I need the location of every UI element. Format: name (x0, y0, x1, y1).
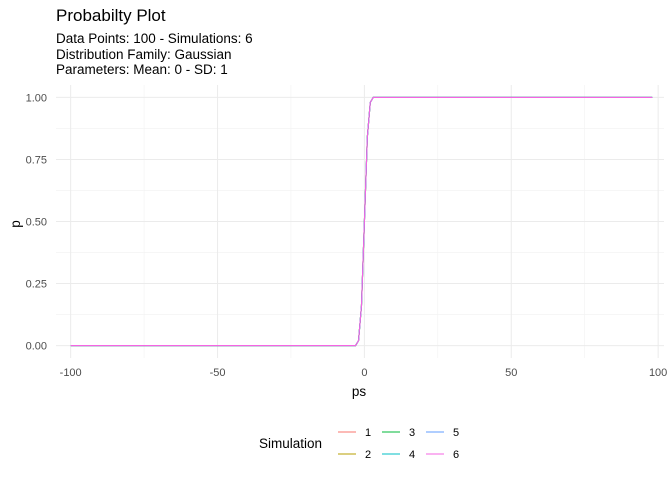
y-axis-title: p (8, 220, 23, 228)
legend-label-6: 6 (453, 449, 459, 461)
y-tick-label: 0.50 (26, 217, 47, 229)
chart-subtitles: Data Points: 100 - Simulations: 6 Distri… (56, 31, 253, 78)
legend-title: Simulation (259, 436, 322, 451)
y-tick-label: 1.00 (26, 92, 47, 104)
legend: Simulation 1 2 3 4 5 6 (259, 427, 459, 461)
chart-title: Probabilty Plot (56, 6, 166, 25)
legend-label-3: 3 (409, 427, 415, 439)
subtitle-line-2: Distribution Family: Gaussian (56, 46, 232, 62)
x-tick-label: 50 (505, 367, 517, 379)
y-tick-labels: 0.00 0.25 0.50 0.75 1.00 (26, 92, 47, 352)
x-tick-labels: -100 -50 0 50 100 (60, 367, 668, 379)
subtitle-line-3: Parameters: Mean: 0 - SD: 1 (56, 62, 228, 77)
legend-label-5: 5 (453, 427, 459, 439)
y-tick-label: 0.25 (26, 279, 47, 291)
series-lines (70, 96, 653, 347)
legend-label-2: 2 (365, 449, 371, 461)
series-line-6 (70, 96, 653, 347)
y-tick-label: 0.75 (26, 154, 47, 166)
x-tick-label: -100 (60, 367, 82, 379)
x-tick-label: -50 (210, 367, 226, 379)
subtitle-line-1: Data Points: 100 - Simulations: 6 (56, 31, 253, 46)
legend-keys: 1 2 3 4 5 6 (338, 427, 459, 461)
chart-titles: Probabilty Plot Data Points: 100 - Simul… (56, 6, 253, 78)
legend-label-4: 4 (409, 449, 415, 461)
x-tick-label: 100 (649, 367, 667, 379)
legend-label-1: 1 (365, 427, 371, 439)
x-axis-title: ps (352, 384, 367, 399)
x-tick-label: 0 (361, 367, 367, 379)
y-tick-label: 0.00 (26, 341, 47, 353)
